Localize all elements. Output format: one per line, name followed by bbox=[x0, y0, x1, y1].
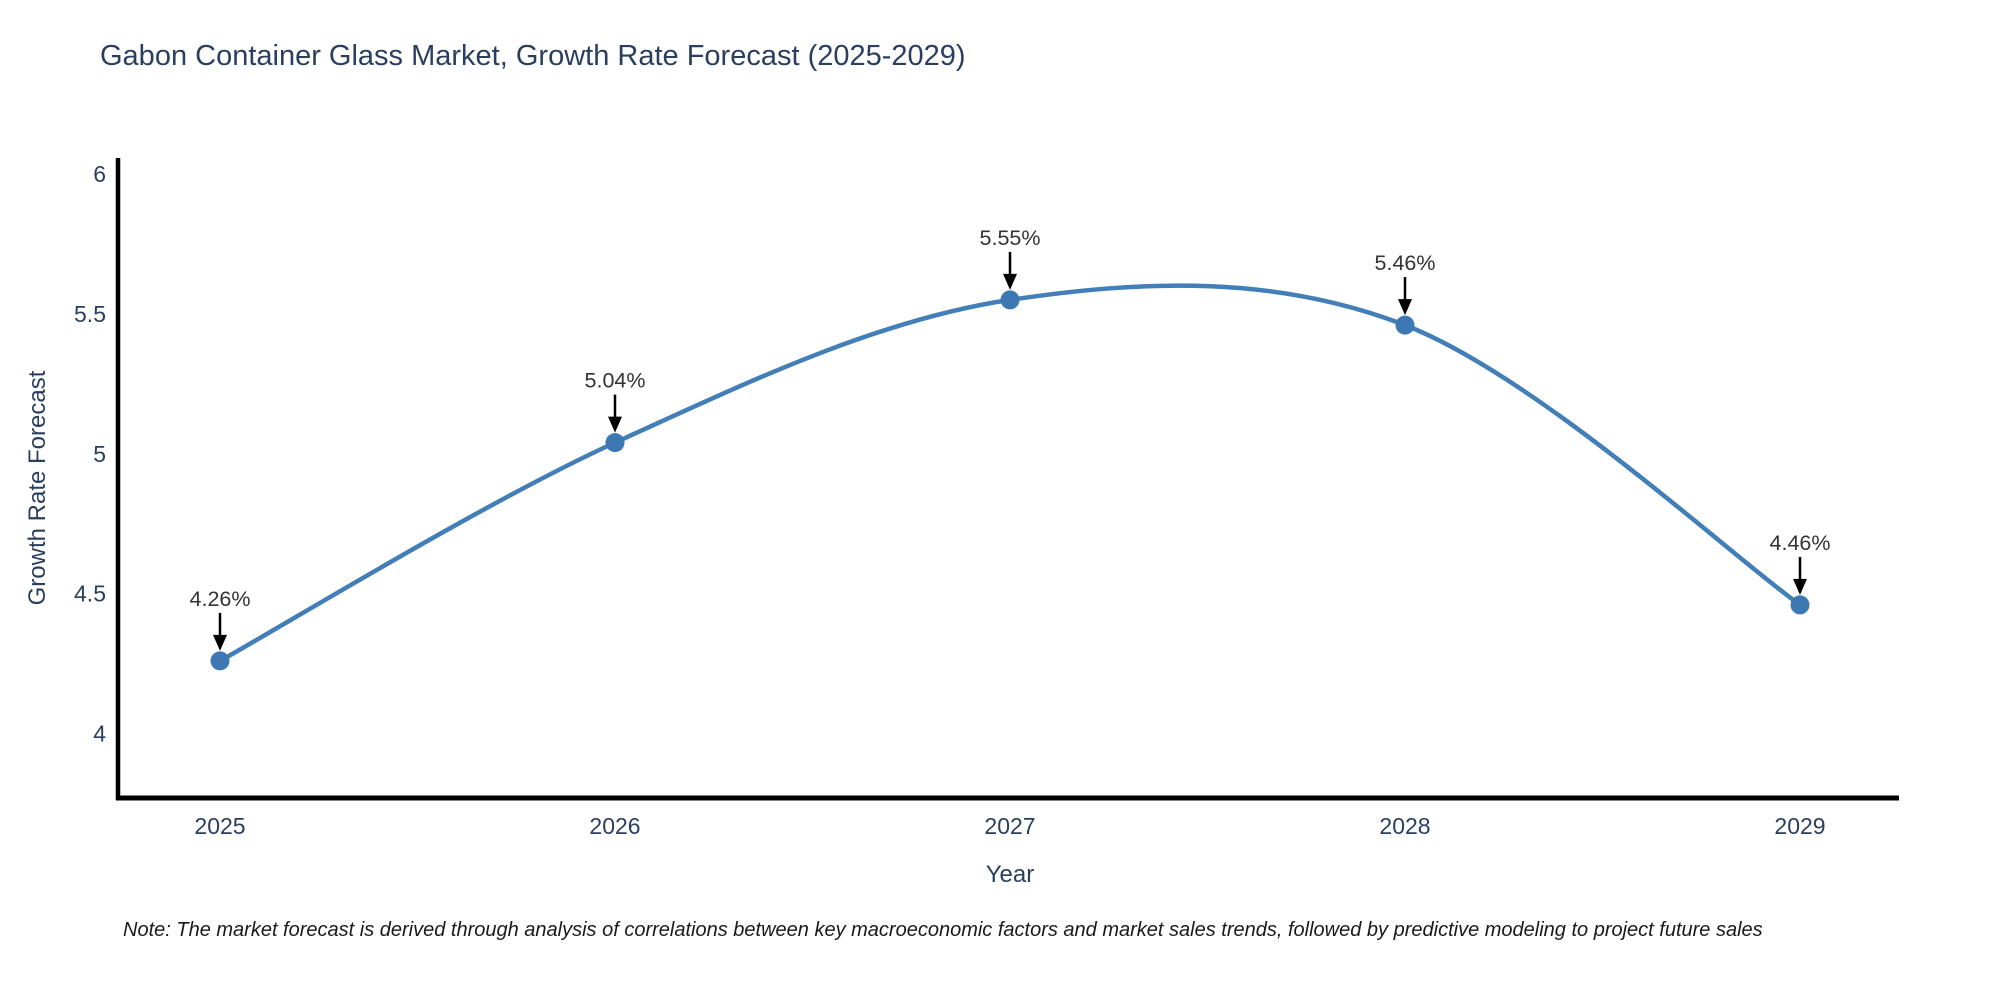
data-point-label: 4.26% bbox=[190, 587, 251, 611]
annotation-arrowhead bbox=[1793, 578, 1807, 595]
annotation-arrowhead bbox=[1398, 299, 1412, 316]
annotation-arrowhead bbox=[1003, 273, 1017, 290]
x-tick-label: 2029 bbox=[1774, 813, 1825, 839]
x-tick-label: 2025 bbox=[194, 813, 245, 839]
x-tick-label: 2028 bbox=[1379, 813, 1430, 839]
forecast-line bbox=[217, 283, 1803, 664]
y-tick-label: 5 bbox=[93, 441, 106, 467]
chart-note: Note: The market forecast is derived thr… bbox=[123, 919, 1763, 941]
data-point-label: 4.46% bbox=[1770, 531, 1831, 555]
data-point-marker[interactable] bbox=[1790, 595, 1810, 615]
data-point-marker[interactable] bbox=[1000, 290, 1020, 310]
data-point-marker[interactable] bbox=[1395, 315, 1415, 335]
chart-title: Gabon Container Glass Market, Growth Rat… bbox=[100, 40, 966, 72]
x-tick-label: 2027 bbox=[984, 813, 1035, 839]
y-tick-label: 5.5 bbox=[74, 301, 106, 327]
data-point-marker[interactable] bbox=[605, 433, 625, 453]
y-tick-label: 6 bbox=[93, 161, 106, 187]
annotation-arrowhead bbox=[213, 634, 227, 651]
x-axis-title: Year bbox=[985, 861, 1035, 888]
y-tick-label: 4.5 bbox=[74, 581, 106, 607]
data-point-label: 5.55% bbox=[980, 226, 1041, 250]
y-tick-label: 4 bbox=[93, 721, 106, 747]
x-tick-label: 2026 bbox=[589, 813, 640, 839]
annotation-arrowhead bbox=[608, 416, 622, 433]
data-point-label: 5.04% bbox=[585, 369, 646, 393]
data-point-marker[interactable] bbox=[210, 651, 230, 671]
data-point-label: 5.46% bbox=[1375, 251, 1436, 275]
